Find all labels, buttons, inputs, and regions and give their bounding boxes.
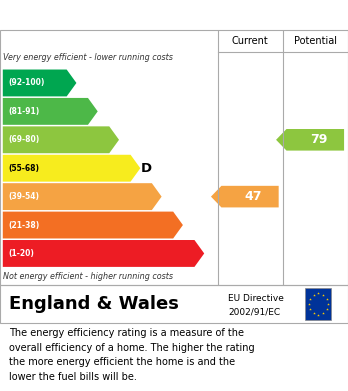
Text: 47: 47 — [245, 190, 262, 203]
Text: (69-80): (69-80) — [8, 135, 39, 144]
Text: Very energy efficient - lower running costs: Very energy efficient - lower running co… — [3, 54, 173, 63]
Text: E: E — [162, 190, 172, 203]
Text: C: C — [120, 133, 129, 146]
Polygon shape — [3, 212, 183, 239]
Text: (92-100): (92-100) — [8, 79, 45, 88]
Text: (81-91): (81-91) — [8, 107, 39, 116]
Text: Not energy efficient - higher running costs: Not energy efficient - higher running co… — [3, 272, 174, 281]
Text: 2002/91/EC: 2002/91/EC — [228, 308, 280, 317]
Text: Current: Current — [232, 36, 268, 46]
Text: (55-68): (55-68) — [8, 164, 39, 173]
Polygon shape — [3, 155, 140, 182]
Text: D: D — [141, 162, 152, 175]
Text: A: A — [77, 77, 87, 90]
Text: (39-54): (39-54) — [8, 192, 39, 201]
Text: Energy Efficiency Rating: Energy Efficiency Rating — [9, 7, 211, 23]
Text: 79: 79 — [310, 133, 327, 146]
Text: (1-20): (1-20) — [8, 249, 34, 258]
Text: EU Directive: EU Directive — [228, 294, 284, 303]
Text: G: G — [205, 247, 216, 260]
Text: (21-38): (21-38) — [8, 221, 39, 230]
Polygon shape — [3, 126, 119, 153]
Polygon shape — [3, 240, 204, 267]
Polygon shape — [3, 70, 77, 97]
Polygon shape — [3, 183, 161, 210]
Text: England & Wales: England & Wales — [9, 295, 179, 313]
FancyBboxPatch shape — [306, 289, 331, 319]
Polygon shape — [276, 129, 344, 151]
Text: B: B — [98, 105, 109, 118]
Text: The energy efficiency rating is a measure of the
overall efficiency of a home. T: The energy efficiency rating is a measur… — [9, 328, 254, 382]
Polygon shape — [211, 186, 279, 207]
Polygon shape — [3, 98, 98, 125]
Text: F: F — [184, 219, 193, 231]
Text: Potential: Potential — [294, 36, 337, 46]
